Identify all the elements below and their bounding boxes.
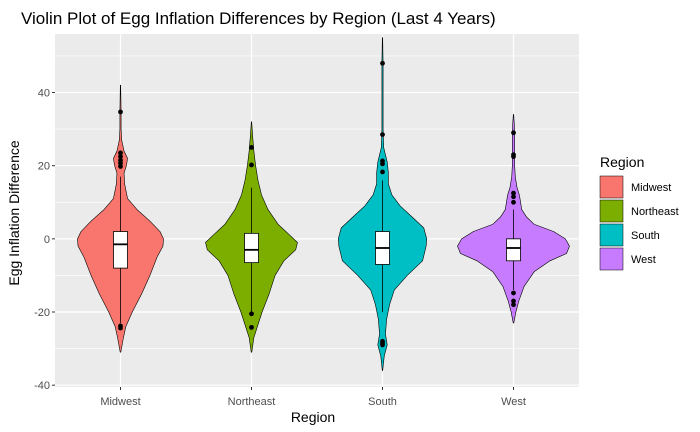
x-axis-title: Region <box>291 409 335 425</box>
x-tick-label: South <box>368 396 397 408</box>
x-tick-label: Midwest <box>100 396 140 408</box>
outlier-point <box>380 161 385 167</box>
outlier-point <box>511 290 516 296</box>
x-axis: Midwest Northeast South West <box>100 387 526 408</box>
outlier-point <box>249 324 254 330</box>
y-tick-label: -20 <box>34 307 50 319</box>
outlier-point <box>511 302 516 308</box>
violin-group-west <box>457 114 570 324</box>
chart-title: Violin Plot of Egg Inflation Differences… <box>21 9 496 28</box>
outlier-point <box>511 190 516 196</box>
outlier-point <box>118 325 123 331</box>
outlier-point <box>249 162 254 168</box>
y-tick-label: 40 <box>38 88 50 100</box>
outlier-point <box>511 199 516 205</box>
outlier-point <box>380 169 385 175</box>
outlier-point <box>511 194 516 200</box>
legend-label-west: West <box>631 254 656 266</box>
outlier-point <box>380 60 385 66</box>
legend-key-west <box>599 247 624 271</box>
box <box>506 238 521 262</box>
legend-title: Region <box>600 154 644 170</box>
outlier-point <box>511 298 516 304</box>
x-tick-label: West <box>501 396 526 408</box>
outlier-point <box>118 164 123 169</box>
legend: Region Midwest Northeast South West <box>599 154 679 271</box>
outlier-point <box>380 132 385 137</box>
outlier-point <box>118 160 123 166</box>
legend-label-midwest: Midwest <box>631 182 671 194</box>
y-axis: -40 -20 0 20 40 <box>34 88 55 392</box>
outlier-point <box>118 154 123 159</box>
violin-group-northeast <box>205 121 298 353</box>
violin-group-south <box>337 37 428 371</box>
violin-group-midwest <box>77 84 164 353</box>
y-axis-title: Egg Inflation Difference <box>6 140 22 285</box>
outlier-point <box>249 311 254 317</box>
outlier-point <box>511 130 516 136</box>
legend-key-south <box>599 223 624 247</box>
legend-key-northeast <box>599 199 624 223</box>
outlier-point <box>118 150 123 156</box>
legend-key-midwest <box>599 175 624 199</box>
y-tick-label: 0 <box>44 234 50 246</box>
outlier-point <box>118 109 123 115</box>
outlier-point <box>380 342 385 348</box>
y-tick-label: -40 <box>34 380 50 392</box>
box <box>113 231 128 269</box>
violins <box>77 37 570 371</box>
x-tick-label: Northeast <box>228 396 276 408</box>
box <box>244 232 259 264</box>
y-tick-label: 20 <box>38 161 50 173</box>
legend-label-south: South <box>631 230 660 242</box>
outlier-point <box>249 144 254 150</box>
outlier-point <box>511 154 516 159</box>
legend-label-northeast: Northeast <box>631 206 679 218</box>
